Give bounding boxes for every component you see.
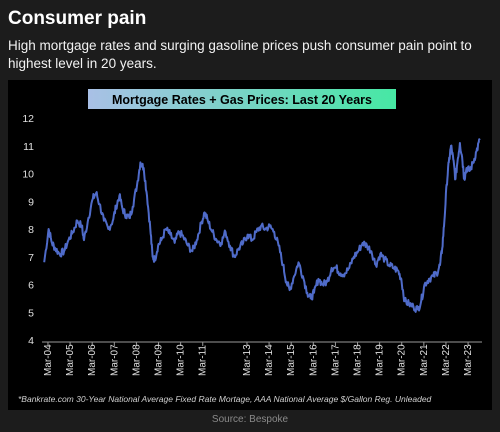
x-tick-label: Mar-21	[419, 344, 430, 376]
x-tick-label: Mar-17	[330, 344, 341, 376]
chart-title-banner	[88, 89, 396, 109]
x-tick-label: Mar-06	[87, 344, 98, 376]
y-tick-label: 4	[28, 335, 34, 347]
x-tick-label: Mar-18	[353, 344, 364, 376]
x-tick-label: Mar-05	[65, 344, 76, 376]
line-chart: Mortgage Rates + Gas Prices: Last 20 Yea…	[18, 89, 482, 404]
y-tick-label: 12	[22, 113, 34, 125]
x-tick-label: Mar-07	[109, 344, 120, 376]
x-tick-label: Mar-15	[286, 344, 297, 376]
x-tick-label: Mar-04	[43, 344, 54, 376]
x-tick-label: Mar-19	[375, 344, 386, 376]
x-tick-label: Mar-20	[397, 344, 408, 376]
y-tick-label: 6	[28, 280, 34, 292]
page-subtitle: High mortgage rates and surging gasoline…	[8, 38, 472, 71]
y-tick-label: 10	[22, 169, 34, 181]
series-line	[43, 138, 481, 313]
y-tick-label: 7	[28, 252, 34, 264]
x-tick-label: Mar-16	[308, 344, 319, 376]
x-tick-label: Mar-22	[441, 344, 452, 376]
x-tick-label: Mar-09	[154, 344, 165, 376]
x-tick-label: Mar-10	[176, 344, 187, 376]
x-tick-label: Mar-08	[131, 344, 142, 376]
chart-footnote: *Bankrate.com 30-Year National Average F…	[18, 394, 432, 404]
y-tick-label: 11	[23, 141, 34, 153]
y-tick-label: 9	[28, 196, 34, 208]
x-tick-label: Mar-23	[463, 344, 474, 376]
page-title: Consumer pain	[8, 8, 147, 29]
chart-frame: Mortgage Rates + Gas Prices: Last 20 Yea…	[8, 80, 492, 410]
y-tick-label: 5	[28, 307, 34, 319]
x-tick-label: Mar-14	[264, 344, 275, 376]
x-axis: Mar-04 Mar-05 Mar-06 Mar-07 Mar-08 Mar-09 Mar-…	[42, 341, 482, 376]
source-note: Source: Bespoke	[211, 414, 289, 425]
x-tick-label: Mar-11	[198, 345, 209, 376]
x-tick-label: Mar-13	[242, 344, 253, 376]
series-group	[43, 138, 481, 313]
y-tick-label: 8	[28, 224, 34, 236]
chart-title: Mortgage Rates + Gas Prices: Last 20 Yea…	[112, 93, 372, 107]
y-axis: 4 5 6 7 8 9 10 11 12	[22, 113, 34, 347]
